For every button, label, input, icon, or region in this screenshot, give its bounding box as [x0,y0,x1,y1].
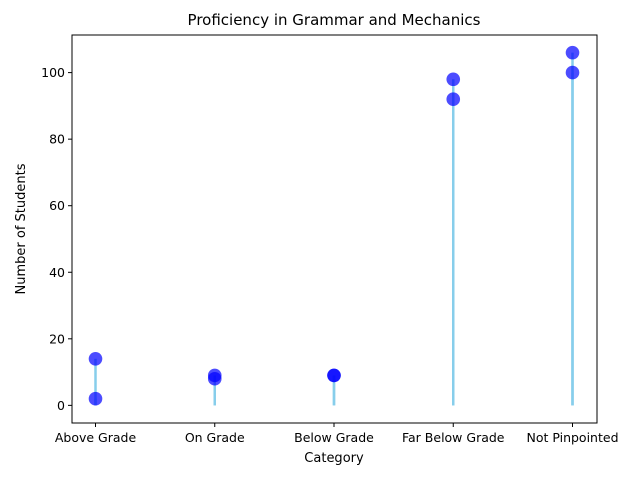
y-tick-label: 100 [41,65,65,80]
lollipop-marker [207,371,222,386]
y-axis-label: Number of Students [14,163,29,294]
x-tick-label: Above Grade [55,430,137,445]
plot-area [88,45,580,406]
x-tick-label: Below Grade [294,430,374,445]
lollipop-marker [88,391,103,406]
lollipop-marker [446,72,461,87]
y-tick-label: 80 [49,132,65,147]
lollipop-marker [327,368,341,383]
y-tick-label: 0 [57,398,65,413]
x-tick-label: On Grade [185,430,245,445]
chart-title: Proficiency in Grammar and Mechanics [188,11,481,29]
lollipop-marker [565,65,580,80]
lollipop-marker [446,92,461,107]
x-tick-label: Far Below Grade [402,430,505,445]
x-axis: Above Grade On Grade Below Grade Far Below … [55,423,619,445]
y-axis: 0 20 40 60 80 100 [41,65,72,413]
y-tick-label: 20 [49,331,65,346]
lollipop-marker [88,351,103,366]
lollipop-marker [565,45,580,60]
y-tick-label: 60 [49,198,65,213]
x-axis-label: Category [304,451,364,466]
y-tick-label: 40 [49,265,65,280]
plot-frame [71,34,598,424]
x-tick-label: Not Pinpointed [526,430,618,445]
